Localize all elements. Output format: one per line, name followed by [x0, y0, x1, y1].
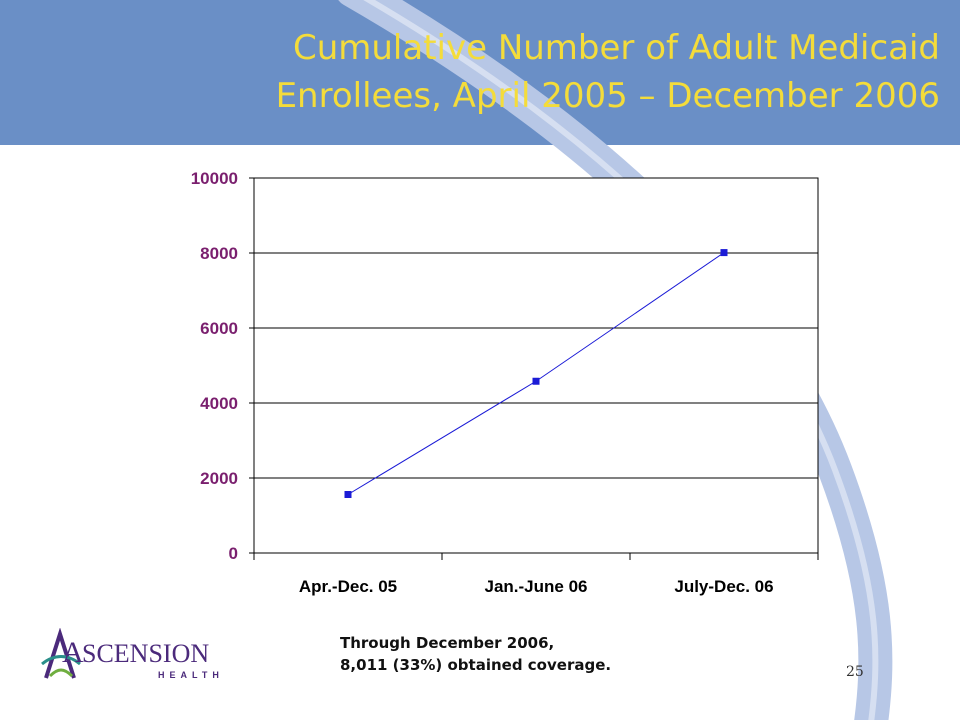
caption-line-2: 8,011 (33%) obtained coverage.: [340, 656, 612, 674]
slide-title: Cumulative Number of Adult Medicaid Enro…: [275, 28, 940, 116]
page-number: 25: [846, 664, 864, 680]
x-tick-label: Jan.-June 06: [485, 577, 588, 596]
y-tick-label: 2000: [200, 469, 238, 488]
data-point: [720, 249, 728, 257]
ascension-health-logo: A SCENSION HEALTH: [38, 627, 238, 684]
caption-line-1: Through December 2006,: [340, 634, 555, 652]
data-point: [344, 491, 352, 498]
y-tick-label: 6000: [200, 319, 238, 338]
logo-subtitle: HEALTH: [158, 670, 224, 680]
plot-area: [253, 177, 819, 554]
caption: Through December 2006, 8,011 (33%) obtai…: [340, 632, 760, 676]
y-tick-label: 4000: [200, 394, 238, 413]
y-tick-label: 10000: [191, 169, 238, 188]
y-tick-label: 8000: [200, 244, 238, 263]
x-tick-label: July-Dec. 06: [674, 577, 773, 596]
y-tick-label: 0: [229, 544, 238, 563]
logo-first-letter: A: [62, 636, 84, 669]
logo-wordmark: SCENSION: [82, 639, 209, 668]
data-point: [532, 377, 540, 385]
x-tick-label: Apr.-Dec. 05: [299, 577, 397, 596]
